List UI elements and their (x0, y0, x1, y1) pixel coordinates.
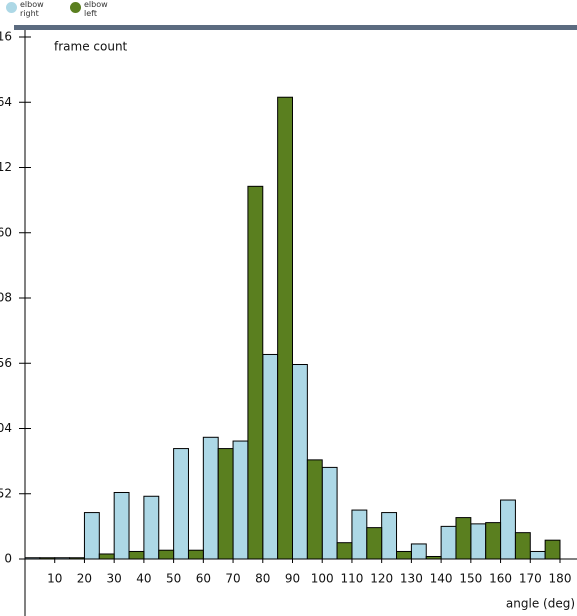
legend-label: elbow right (20, 0, 44, 18)
bar (306, 459, 323, 560)
x-tick-label: 20 (77, 572, 92, 586)
bar (277, 96, 293, 560)
bar (425, 555, 442, 560)
x-tick-label: 140 (430, 572, 453, 586)
bar (232, 440, 249, 560)
x-tick-label: 150 (459, 572, 482, 586)
bar (24, 557, 41, 560)
x-tick-label: 160 (489, 572, 512, 586)
x-tick-label: 180 (549, 572, 572, 586)
x-tick-label: 80 (255, 572, 270, 586)
bar (470, 523, 487, 560)
y-tick-label: 52 (0, 486, 12, 500)
bar (455, 517, 472, 560)
y-tick-label: 208 (0, 291, 12, 305)
bar (514, 532, 531, 560)
x-tick-label: 170 (519, 572, 542, 586)
bar (440, 525, 457, 560)
x-tick-label: 30 (107, 572, 122, 586)
bar (217, 448, 234, 560)
bar (173, 448, 189, 560)
bar (500, 499, 516, 560)
header-bar (14, 25, 577, 30)
x-tick-label: 10 (47, 572, 62, 586)
y-tick-label: 260 (0, 225, 12, 239)
bar (113, 491, 130, 560)
bar (381, 512, 398, 560)
bar (544, 539, 561, 560)
bar (187, 549, 204, 560)
bar (128, 550, 145, 560)
x-tick-label: 90 (285, 572, 300, 586)
y-tick-label: 364 (0, 95, 12, 109)
bar (83, 512, 100, 560)
bar (98, 553, 115, 560)
legend: elbow right elbow left (6, 0, 110, 18)
legend-item: elbow right (6, 0, 46, 18)
legend-item: elbow left (70, 0, 110, 18)
bar (158, 549, 175, 560)
bar (321, 466, 338, 560)
bar (366, 527, 383, 560)
x-axis-label: angle (deg) (506, 597, 575, 611)
bar (39, 557, 56, 560)
bar (396, 550, 412, 560)
x-tick-label: 60 (196, 572, 211, 586)
bar (529, 550, 546, 560)
legend-label: elbow left (84, 0, 108, 18)
bar (54, 557, 71, 560)
bar (262, 353, 279, 560)
y-tick-label: 156 (0, 356, 12, 370)
bar (292, 364, 308, 560)
bar (336, 542, 353, 560)
bar (202, 436, 219, 560)
legend-swatch (70, 2, 81, 13)
bar (143, 495, 160, 560)
bar (351, 509, 368, 560)
x-tick-label: 120 (370, 572, 393, 586)
x-tick-label: 100 (311, 572, 334, 586)
bar (247, 185, 264, 560)
bar (69, 557, 85, 560)
y-axis-label: frame count (54, 40, 128, 54)
x-tick-label: 130 (400, 572, 423, 586)
x-tick-label: 70 (225, 572, 240, 586)
bar (485, 522, 502, 560)
legend-swatch (6, 2, 17, 13)
x-tick-label: 40 (136, 572, 151, 586)
x-tick-label: 50 (166, 572, 181, 586)
y-tick-label: 416 (0, 30, 12, 44)
bar (410, 543, 427, 560)
y-tick-label: 312 (0, 160, 12, 174)
x-tick-label: 110 (340, 572, 363, 586)
y-tick-label: 104 (0, 421, 12, 435)
y-tick-label: 0 (4, 552, 12, 566)
